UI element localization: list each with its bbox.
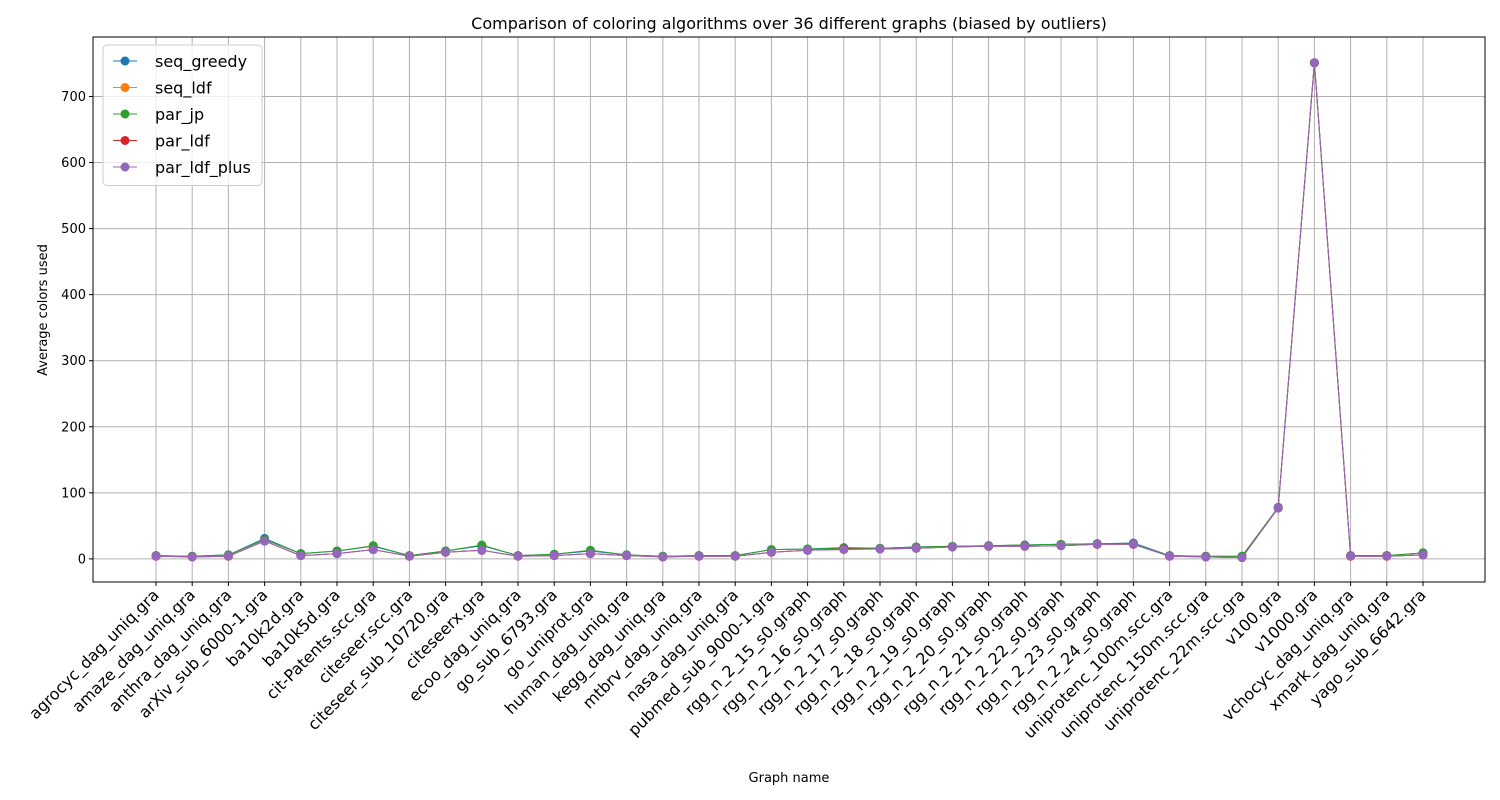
y-tick-label: 200 <box>61 420 86 435</box>
y-tick-label: 400 <box>61 288 86 303</box>
y-tick-label: 0 <box>78 552 86 567</box>
series-line <box>155 62 1424 559</box>
data-point <box>441 547 451 557</box>
data-point <box>260 536 270 546</box>
data-point <box>1418 550 1428 560</box>
y-axis-ticks: 0 100 200 300 400 500 600 700 <box>61 90 93 567</box>
legend-box <box>102 44 263 186</box>
data-point <box>1092 539 1102 549</box>
data-point <box>187 552 197 562</box>
data-point <box>223 551 233 561</box>
legend-label: seq_ldf <box>155 79 212 99</box>
legend-entry: seq_greedy <box>113 52 247 72</box>
plot-area-frame <box>92 36 1486 583</box>
data-point <box>766 547 776 557</box>
data-point <box>803 545 813 555</box>
y-tick-label: 700 <box>61 90 86 105</box>
data-point <box>1020 541 1030 551</box>
series-line <box>155 62 1424 557</box>
data-point <box>1309 58 1319 68</box>
data-point <box>622 551 632 561</box>
data-point <box>1056 541 1066 551</box>
data-point <box>1237 553 1247 563</box>
data-point <box>1128 539 1138 549</box>
data-point <box>368 545 378 555</box>
data-point <box>1201 552 1211 562</box>
data-point <box>513 551 523 561</box>
series-par_ldf_plus <box>151 58 1428 563</box>
data-point <box>296 551 306 561</box>
legend-entry: par_ldf_plus <box>113 158 251 178</box>
data-point <box>947 542 957 552</box>
data-point <box>875 544 885 554</box>
series-lines <box>151 58 1428 563</box>
legend-entry: seq_ldf <box>113 79 212 99</box>
x-axis-label: Graph name <box>749 771 830 786</box>
data-point <box>658 552 668 562</box>
legend-marker <box>120 56 130 66</box>
data-point <box>839 545 849 555</box>
chart-title: Comparison of coloring algorithms over 3… <box>471 14 1107 33</box>
data-point <box>730 551 740 561</box>
legend-marker <box>120 83 130 92</box>
legend-entry: par_ldf <box>113 132 210 152</box>
y-tick-label: 100 <box>61 486 86 501</box>
data-point <box>404 551 414 561</box>
data-point <box>1165 551 1175 561</box>
data-point <box>1382 551 1392 561</box>
data-point <box>1346 551 1356 561</box>
data-point <box>585 549 595 559</box>
data-point <box>1273 503 1283 513</box>
legend-entry: par_jp <box>113 105 204 125</box>
data-point <box>984 541 994 551</box>
data-point <box>694 551 704 561</box>
legend-label: par_ldf_plus <box>155 158 251 178</box>
y-tick-label: 300 <box>61 354 86 369</box>
y-tick-label: 500 <box>61 222 86 237</box>
legend: seq_greedy seq_ldf par_jp par_ldf par_ldf_pl… <box>102 44 263 186</box>
legend-label: seq_greedy <box>155 52 247 72</box>
data-point <box>911 543 921 553</box>
legend-marker <box>120 109 130 119</box>
legend-label: par_jp <box>155 105 204 125</box>
data-point <box>151 551 161 561</box>
data-point <box>549 551 559 561</box>
legend-marker <box>120 136 130 145</box>
data-point <box>332 549 342 559</box>
y-axis-label: Average colors used <box>36 244 51 376</box>
legend-label: par_ldf <box>155 132 210 152</box>
data-point <box>477 545 487 555</box>
legend-marker <box>120 162 130 172</box>
y-tick-label: 600 <box>61 156 86 171</box>
